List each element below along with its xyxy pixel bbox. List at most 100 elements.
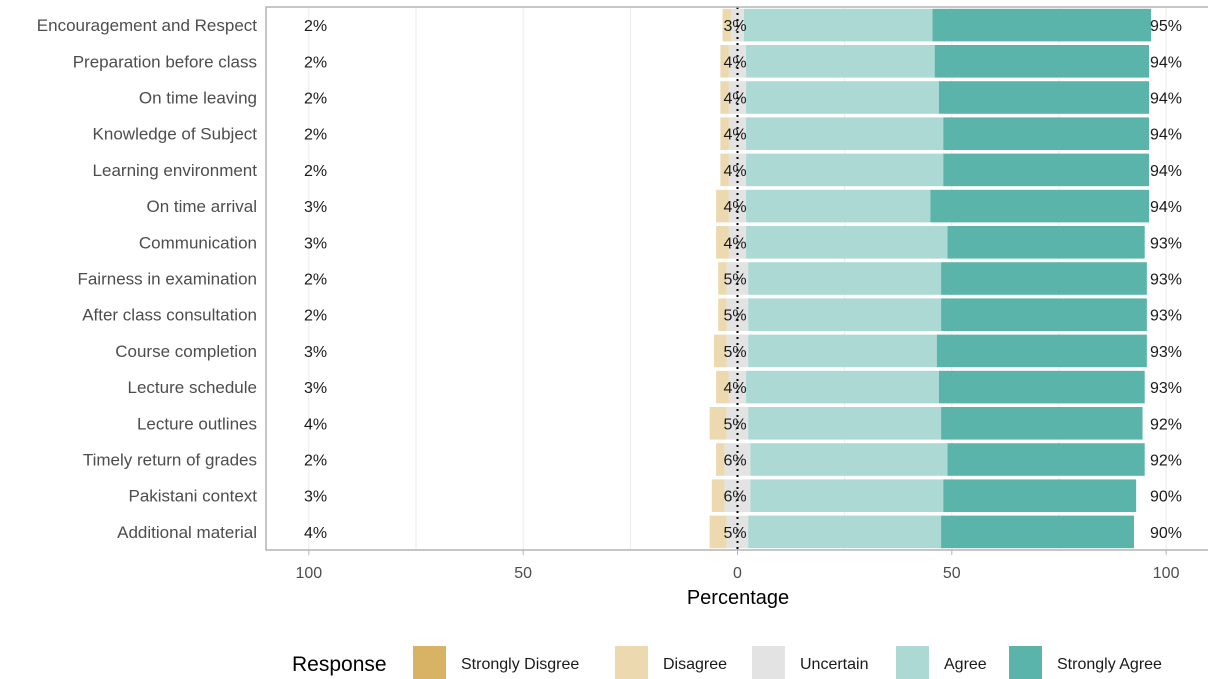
- high-percent-label: 93%: [1150, 272, 1182, 289]
- bar-strongly-agree: [941, 298, 1147, 331]
- high-percent-label: 94%: [1150, 127, 1182, 144]
- low-percent-label: 3%: [304, 380, 327, 397]
- bar-disagree: [711, 479, 725, 512]
- high-percent-label: 93%: [1150, 380, 1182, 397]
- bar-disagree: [720, 117, 729, 150]
- category-label: After class consultation: [82, 306, 257, 325]
- bar-strongly-agree: [947, 226, 1145, 259]
- legend-label: Uncertain: [800, 656, 868, 673]
- category-label: On time leaving: [139, 89, 257, 108]
- low-percent-label: 2%: [304, 308, 327, 325]
- high-percent-label: 95%: [1150, 18, 1182, 35]
- bar-disagree: [709, 515, 727, 549]
- bar-strongly-agree: [938, 370, 1145, 404]
- neutral-percent-label: 4%: [724, 380, 747, 397]
- bar-agree: [748, 407, 942, 440]
- legend-title: Response: [292, 653, 387, 676]
- neutral-percent-label: 4%: [724, 199, 747, 216]
- category-label: Fairness in examination: [77, 270, 257, 289]
- x-axis-ticks: 100 50 0 50 100: [296, 550, 1180, 582]
- bar-strongly-agree: [941, 262, 1147, 295]
- category-label: Learning environment: [93, 161, 258, 180]
- bar-disagree: [713, 334, 727, 368]
- bar-agree: [746, 153, 944, 187]
- bar-strongly-agree: [943, 153, 1149, 187]
- neutral-percent-label: 4%: [724, 127, 747, 144]
- bar-strongly-agree: [934, 45, 1149, 78]
- legend-swatch: [752, 646, 785, 679]
- high-percent-label: 93%: [1150, 344, 1182, 361]
- legend-label: Strongly Disgree: [461, 656, 579, 673]
- low-percent-label: 4%: [304, 525, 327, 542]
- low-percent-label: 3%: [304, 235, 327, 252]
- bar-disagree: [718, 262, 727, 295]
- legend-label: Strongly Agree: [1057, 656, 1162, 673]
- neutral-percent-label: 5%: [724, 525, 747, 542]
- category-label: Timely return of grades: [83, 451, 257, 470]
- low-percent-label: 4%: [304, 416, 327, 433]
- category-label: Course completion: [115, 342, 257, 361]
- bar-disagree: [709, 407, 727, 440]
- legend-swatch: [615, 646, 648, 679]
- low-percent-label: 2%: [304, 18, 327, 35]
- category-label: Encouragement and Respect: [37, 16, 257, 35]
- neutral-percent-label: 5%: [724, 416, 747, 433]
- bar-agree: [746, 81, 939, 114]
- high-percent-label: 92%: [1150, 453, 1182, 470]
- bar-uncertain: [726, 515, 749, 549]
- x-tick-label: 100: [1153, 565, 1180, 582]
- high-percent-label: 93%: [1150, 235, 1182, 252]
- high-percent-label: 94%: [1150, 199, 1182, 216]
- legend-swatch: [896, 646, 929, 679]
- bar-disagree: [720, 45, 729, 78]
- bars: [709, 8, 1152, 549]
- high-percent-label: 93%: [1150, 308, 1182, 325]
- high-percent-label: 94%: [1150, 91, 1182, 108]
- bar-strongly-agree: [943, 117, 1149, 150]
- bar-strongly-agree: [938, 81, 1149, 114]
- bar-agree: [748, 515, 942, 549]
- low-percent-label: 2%: [304, 127, 327, 144]
- legend-swatch: [413, 646, 446, 679]
- neutral-percent-label: 3%: [724, 18, 747, 35]
- x-axis-title: Percentage: [687, 587, 789, 609]
- bar-agree: [743, 8, 933, 42]
- legend-label: Disagree: [663, 656, 727, 673]
- low-percent-label: 3%: [304, 344, 327, 361]
- neutral-percent-label: 4%: [724, 91, 747, 108]
- bar-strongly-agree: [930, 189, 1149, 223]
- bar-strongly-agree: [932, 8, 1152, 42]
- low-percent-label: 2%: [304, 272, 327, 289]
- low-percent-label: 2%: [304, 453, 327, 470]
- high-percent-label: 94%: [1150, 54, 1182, 71]
- bar-disagree: [718, 298, 727, 331]
- neutral-percent-label: 6%: [724, 453, 747, 470]
- category-label: Lecture schedule: [128, 378, 257, 397]
- bar-disagree: [720, 153, 729, 187]
- neutral-percent-label: 4%: [724, 54, 747, 71]
- bar-strongly-agree: [947, 443, 1145, 476]
- legend-swatch: [1009, 646, 1042, 679]
- bar-labels: 2% 3% 95% 2% 4% 94% 2% 4% 94% 2% 4% 94% 2% 4% 94% 3% 4% 9…: [304, 18, 1182, 542]
- bar-agree: [748, 298, 942, 331]
- low-percent-label: 2%: [304, 54, 327, 71]
- neutral-percent-label: 4%: [724, 235, 747, 252]
- bar-agree: [748, 334, 937, 368]
- bar-agree: [750, 479, 944, 512]
- x-tick-label: 0: [733, 565, 742, 582]
- category-label: Preparation before class: [73, 52, 257, 71]
- bar-uncertain: [726, 407, 749, 440]
- bar-strongly-agree: [941, 515, 1134, 549]
- bar-agree: [746, 226, 948, 259]
- category-labels: Encouragement and Respect Preparation bef…: [37, 16, 257, 542]
- bar-disagree: [716, 189, 729, 223]
- low-percent-label: 2%: [304, 163, 327, 180]
- neutral-percent-label: 5%: [724, 344, 747, 361]
- bar-agree: [746, 370, 939, 404]
- neutral-percent-label: 5%: [724, 308, 747, 325]
- x-tick-label: 50: [943, 565, 961, 582]
- low-percent-label: 3%: [304, 489, 327, 506]
- bar-agree: [746, 117, 944, 150]
- low-percent-label: 3%: [304, 199, 327, 216]
- low-percent-label: 2%: [304, 91, 327, 108]
